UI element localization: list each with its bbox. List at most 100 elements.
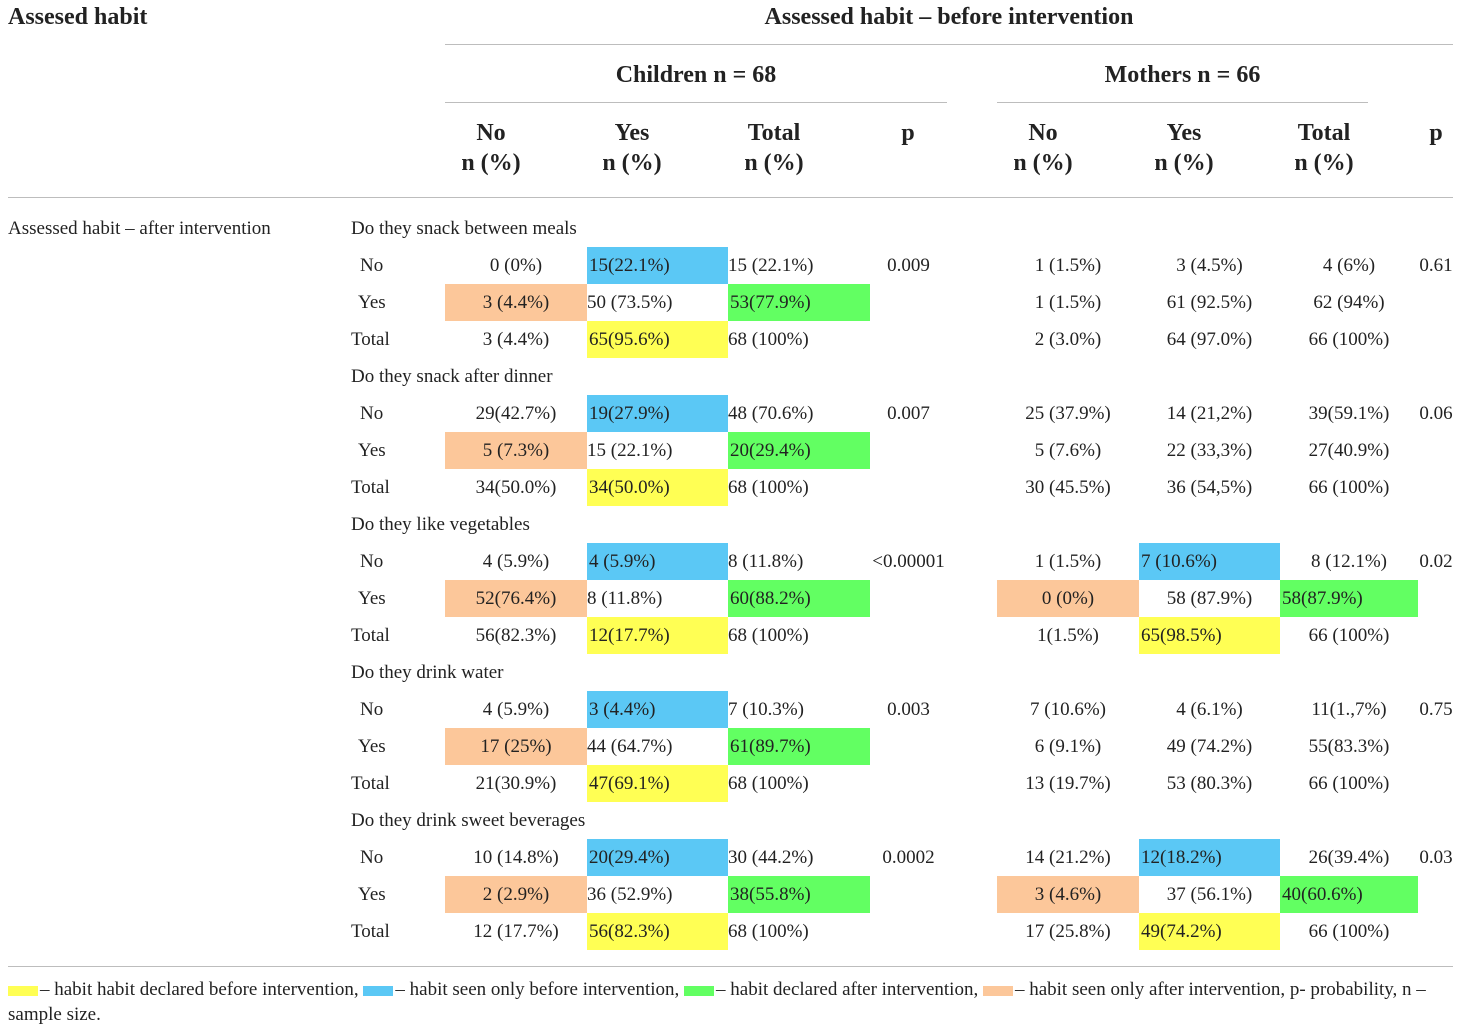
mothers-cell-yes: 0 (0%) [997,580,1139,617]
children-cell-total: 21(30.9%) [475,773,557,794]
mothers-p-value: 0.03 [1419,847,1453,868]
children-cell-total: 3 (4.4%) [482,329,550,350]
children-cell-total: 47(69.1%) [587,765,728,802]
row-label-total: Total [351,625,390,646]
children-cell-no: 3 (4.4%) [587,691,728,728]
children-group-header: Children n = 68 [615,62,777,88]
mothers-cell-yes: 27(40.9%) [1308,440,1390,461]
children-cell-total: 68 (100%) [728,921,809,942]
legend: – habit habit declared before interventi… [8,979,1426,1001]
mothers-cell-total: 66 (100%) [1308,773,1390,794]
children-cell-total: 56(82.3%) [475,625,557,646]
children-cell-total: 65(95.6%) [587,321,728,358]
mothers-cell-no: 7 (10.6%) [1030,699,1106,720]
mothers-cell-no: 26(39.4%) [1308,847,1390,868]
children-cell-yes: 15 (22.1%) [587,440,673,461]
children-cell-no: 8 (11.8%) [728,551,804,572]
section-title: Do they drink sweet beverages [351,810,586,831]
mothers-cell-no: 4 (6%) [1322,255,1376,276]
children-cell-total: 34(50.0%) [587,469,728,506]
legend-blue-text: – habit seen only before intervention, [395,979,680,1000]
children-cell-no: 19(27.9%) [587,395,728,432]
row-label-total: Total [351,921,390,942]
mothers-cell-no: 3 (4.5%) [1176,255,1243,276]
mothers-group-header: Mothers n = 66 [1104,62,1261,88]
children-cell-yes: 50 (73.5%) [587,292,673,313]
row-label-yes: Yes [358,588,386,609]
children-cell-no: 7 (10.3%) [728,699,804,720]
row-label-yes: Yes [358,736,386,757]
children-cell-total: 68 (100%) [728,625,809,646]
mothers-cell-yes: 22 (33,3%) [1166,440,1253,461]
children-cell-total: 68 (100%) [728,773,809,794]
children-cell-total: 12 (17.7%) [473,921,559,942]
children-cell-yes: 38(55.8%) [728,876,870,913]
col-header-children-no: No n (%) [461,120,521,176]
mothers-cell-yes: 5 (7.6%) [1034,440,1102,461]
mothers-cell-no: 1 (1.5%) [1034,551,1102,572]
children-p-value: 0.003 [887,699,930,720]
mothers-cell-yes: 6 (9.1%) [1034,736,1102,757]
mothers-p-value: 0.02 [1419,551,1453,572]
children-cell-yes: 3 (4.4%) [445,284,587,321]
spanner-header: Assessed habit – before intervention [764,4,1134,30]
row-label-no: No [360,551,384,572]
children-cell-yes: 20(29.4%) [728,432,870,469]
col-header-children-total: Total n (%) [744,120,804,176]
mothers-cell-yes: 58 (87.9%) [1166,588,1253,609]
mothers-cell-total: 2 (3.0%) [1034,329,1102,350]
children-p-value: 0.009 [887,255,930,276]
mothers-cell-yes: 1 (1.5%) [1034,292,1102,313]
children-cell-no: 4 (5.9%) [482,551,550,572]
children-cell-no: 15(22.1%) [587,247,728,284]
mothers-p-value: 0.06 [1419,403,1453,424]
children-cell-no: 4 (5.9%) [587,543,728,580]
mothers-cell-no: 25 (37.9%) [1025,403,1111,424]
children-group-rule [445,102,947,103]
children-cell-no: 0 (0%) [489,255,543,276]
col-header-mothers-total: Total n (%) [1294,120,1354,176]
mothers-cell-total: 13 (19.7%) [1025,773,1111,794]
children-cell-total: 56(82.3%) [587,913,728,950]
mothers-cell-no: 8 (12.1%) [1311,551,1387,572]
legend-yellow-swatch [8,985,38,996]
col-header-children-yes: Yes n (%) [602,120,662,176]
mothers-cell-yes: 55(83.3%) [1308,736,1390,757]
row-group-label: Assessed habit – after intervention [8,218,271,239]
children-cell-yes: 5 (7.3%) [445,432,587,469]
footer-rule [8,966,1453,967]
children-p-value: <0.00001 [872,551,945,572]
legend-blue-swatch [363,985,394,996]
mothers-cell-total: 66 (100%) [1308,625,1390,646]
mothers-cell-no: 4 (6.1%) [1176,699,1243,720]
children-cell-total: 68 (100%) [728,477,809,498]
col-header-mothers-yes: Yes n (%) [1154,120,1214,176]
mothers-cell-yes: 58(87.9%) [1280,580,1418,617]
mothers-cell-total: 1(1.5%) [1037,625,1099,646]
children-cell-no: 20(29.4%) [587,839,728,876]
row-label-no: No [360,699,384,720]
children-cell-total: 12(17.7%) [587,617,728,654]
mothers-cell-total: 53 (80.3%) [1166,773,1253,794]
corner-header: Assesed habit [8,4,148,30]
children-cell-total: 68 (100%) [728,329,809,350]
children-p-value: 0.007 [887,403,930,424]
legend-line2: sample size. [8,1004,101,1025]
row-label-total: Total [351,773,390,794]
children-cell-yes: 53(77.9%) [728,284,870,321]
row-label-no: No [360,847,384,868]
mothers-p-value: 0.61 [1419,255,1453,276]
mothers-cell-total: 17 (25.8%) [1025,921,1111,942]
children-cell-yes: 8 (11.8%) [587,588,663,609]
col-header-mothers-no: No n (%) [1013,120,1073,176]
section-title: Do they snack between meals [351,218,577,239]
mothers-cell-yes: 61 (92.5%) [1166,292,1253,313]
children-cell-yes: 60(88.2%) [728,580,870,617]
row-label-no: No [360,255,384,276]
legend-green-text: – habit declared after intervention, [716,979,979,1000]
section-title: Do they snack after dinner [351,366,553,387]
mothers-cell-total: 64 (97.0%) [1166,329,1253,350]
children-cell-no: 29(42.7%) [475,403,557,424]
mothers-cell-no: 39(59.1%) [1308,403,1390,424]
mothers-cell-yes: 3 (4.6%) [997,876,1139,913]
